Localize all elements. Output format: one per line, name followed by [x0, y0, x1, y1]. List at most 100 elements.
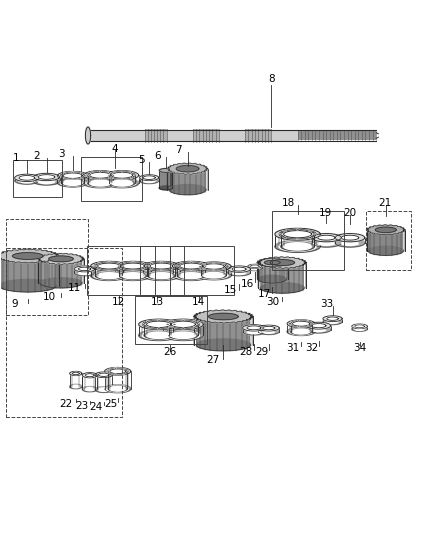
Polygon shape [258, 329, 279, 335]
Polygon shape [61, 173, 84, 179]
Polygon shape [167, 320, 200, 329]
Polygon shape [341, 235, 359, 240]
Polygon shape [355, 325, 364, 328]
Polygon shape [335, 239, 365, 247]
Polygon shape [60, 179, 85, 186]
Polygon shape [203, 272, 224, 278]
Polygon shape [284, 231, 311, 238]
Polygon shape [352, 327, 367, 332]
Text: 30: 30 [266, 297, 279, 308]
Polygon shape [112, 180, 133, 186]
Polygon shape [84, 179, 117, 188]
Polygon shape [33, 173, 60, 181]
Polygon shape [258, 275, 286, 283]
Text: 6: 6 [155, 151, 161, 160]
Polygon shape [143, 179, 155, 182]
Bar [6, 220, 88, 316]
Polygon shape [95, 272, 123, 279]
Text: 29: 29 [255, 346, 268, 357]
Polygon shape [91, 271, 127, 280]
Polygon shape [243, 329, 265, 335]
Text: 9: 9 [12, 298, 18, 309]
Polygon shape [139, 319, 179, 329]
Polygon shape [306, 326, 331, 333]
Polygon shape [112, 172, 133, 178]
Polygon shape [292, 329, 310, 334]
Polygon shape [199, 271, 228, 279]
Polygon shape [290, 320, 313, 327]
Text: 28: 28 [239, 346, 252, 357]
Text: 27: 27 [206, 356, 219, 365]
Bar [6, 248, 122, 417]
Polygon shape [143, 176, 155, 180]
Polygon shape [196, 271, 231, 280]
Text: 20: 20 [343, 208, 357, 218]
Polygon shape [107, 368, 128, 375]
Polygon shape [143, 261, 180, 271]
Polygon shape [341, 240, 359, 245]
Bar [87, 246, 155, 295]
Polygon shape [169, 184, 206, 195]
Polygon shape [279, 241, 316, 251]
Polygon shape [82, 386, 97, 392]
Polygon shape [180, 263, 202, 269]
Polygon shape [57, 179, 88, 187]
Polygon shape [109, 179, 136, 187]
Polygon shape [143, 271, 180, 280]
Polygon shape [355, 327, 364, 330]
Polygon shape [88, 180, 113, 187]
Polygon shape [177, 263, 205, 270]
Polygon shape [166, 130, 193, 141]
Text: 23: 23 [75, 401, 88, 411]
Polygon shape [122, 273, 145, 279]
Polygon shape [95, 372, 113, 377]
Polygon shape [14, 177, 39, 184]
Polygon shape [281, 242, 314, 251]
Polygon shape [196, 262, 231, 271]
Polygon shape [180, 273, 202, 279]
Polygon shape [118, 272, 148, 280]
Text: 21: 21 [378, 198, 392, 208]
Text: 22: 22 [60, 399, 73, 409]
Polygon shape [199, 263, 228, 270]
Polygon shape [95, 387, 113, 392]
Text: 11: 11 [67, 284, 81, 293]
Polygon shape [290, 328, 313, 335]
Polygon shape [140, 178, 159, 183]
Polygon shape [169, 332, 198, 339]
Polygon shape [169, 332, 198, 339]
Polygon shape [193, 130, 219, 142]
Polygon shape [258, 325, 279, 331]
Polygon shape [98, 273, 120, 279]
Polygon shape [261, 263, 304, 288]
Polygon shape [287, 320, 315, 328]
Polygon shape [84, 171, 117, 180]
Polygon shape [38, 175, 55, 179]
Polygon shape [335, 233, 365, 242]
Text: 18: 18 [281, 198, 295, 208]
Polygon shape [110, 180, 134, 187]
Polygon shape [110, 386, 126, 391]
Polygon shape [243, 325, 265, 331]
Polygon shape [90, 172, 111, 178]
Bar [272, 211, 344, 270]
Polygon shape [196, 271, 231, 280]
Polygon shape [74, 266, 95, 272]
Polygon shape [284, 243, 311, 250]
Polygon shape [352, 327, 367, 332]
Polygon shape [147, 321, 171, 328]
Polygon shape [108, 368, 127, 374]
Polygon shape [61, 180, 84, 186]
Polygon shape [118, 262, 148, 270]
Polygon shape [0, 256, 56, 286]
Polygon shape [74, 270, 95, 276]
Text: 1: 1 [13, 153, 20, 163]
Polygon shape [144, 320, 173, 328]
Polygon shape [327, 317, 338, 320]
Polygon shape [109, 179, 136, 187]
Polygon shape [318, 240, 335, 245]
Polygon shape [146, 262, 177, 270]
Polygon shape [78, 271, 91, 274]
Polygon shape [70, 372, 82, 376]
Polygon shape [108, 386, 127, 392]
